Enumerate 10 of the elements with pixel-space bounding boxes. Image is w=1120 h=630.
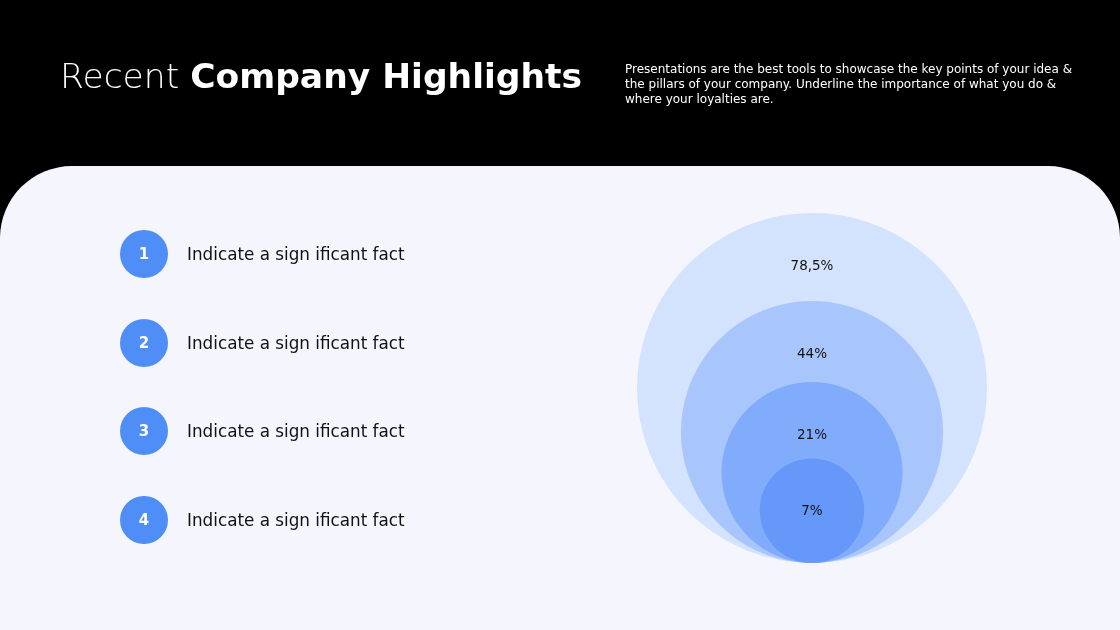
text: Recent Company Highlights — [60, 56, 583, 96]
text: Presentations are the best tools to showcase the key points of your idea & the pillars of your company. Underline the importance of what you do & where your loyalties are. — [625, 62, 1074, 107]
text: 3 Indicate a sign ificant fact — [137, 420, 405, 444]
data-label: 78,5% — [790, 257, 834, 273]
text: 4 Indicate a sign ificant fact — [137, 509, 405, 533]
data-label: 21% — [796, 425, 828, 442]
text: 1 Indicate a sign ificant fact — [137, 243, 405, 266]
data-label: 44% — [796, 344, 828, 361]
data-label: 7% — [801, 502, 823, 519]
text: 2 Indicate a sign ificant fact — [137, 331, 405, 355]
